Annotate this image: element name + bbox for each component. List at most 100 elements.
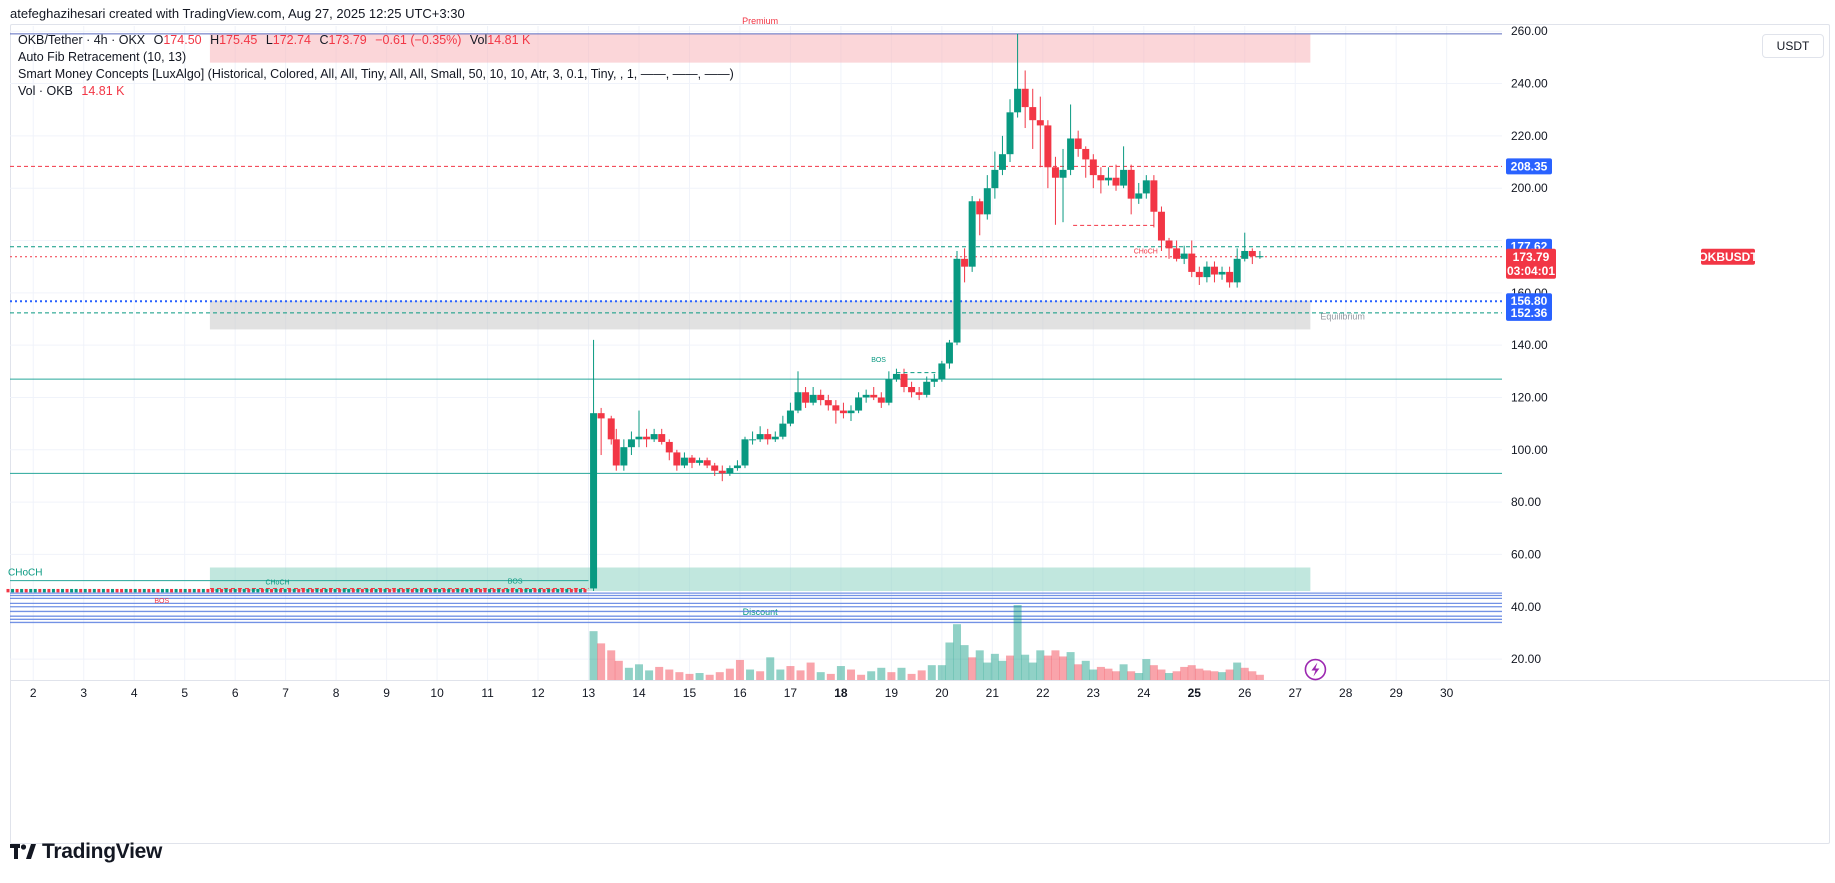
x-tick-label: 8 bbox=[333, 686, 340, 700]
volume-bar bbox=[685, 673, 694, 680]
legend-symbol[interactable]: OKB/Tether · 4h · OKX bbox=[18, 33, 146, 47]
currency-button[interactable]: USDT bbox=[1762, 34, 1824, 58]
candle-body bbox=[1248, 250, 1256, 257]
candle-body bbox=[756, 434, 764, 440]
background-candle bbox=[501, 588, 505, 593]
legend-volume-row[interactable]: Vol · OKB 14.81 K bbox=[18, 83, 734, 100]
background-candle bbox=[74, 588, 78, 593]
legend-indicator-smc[interactable]: Smart Money Concepts [LuxAlgo] (Historic… bbox=[18, 67, 734, 81]
last-price-countdown: 03:04:01 bbox=[1507, 264, 1555, 278]
candle bbox=[1104, 167, 1112, 186]
candle-body bbox=[1036, 120, 1044, 126]
background-candle bbox=[519, 588, 523, 593]
background-candle bbox=[229, 588, 233, 593]
legend-close-value: 173.79 bbox=[328, 33, 367, 47]
candle bbox=[1097, 167, 1105, 194]
legend-ohlc-row[interactable]: OKB/Tether · 4h · OKX O174.50 H175.45 L1… bbox=[18, 32, 734, 49]
volume-bar bbox=[1248, 671, 1257, 680]
candle bbox=[658, 428, 666, 445]
volume-bar bbox=[1157, 669, 1166, 680]
zone-label-equilibrium: Equilibrium bbox=[1320, 311, 1365, 321]
candle bbox=[824, 394, 832, 411]
volume-bar bbox=[1104, 668, 1113, 680]
candle bbox=[1112, 164, 1120, 191]
background-candle bbox=[220, 588, 224, 593]
candle bbox=[1006, 99, 1014, 163]
candle bbox=[764, 428, 772, 445]
candle-body bbox=[976, 201, 984, 215]
volume-bar bbox=[1089, 669, 1098, 680]
candle-body bbox=[983, 188, 991, 215]
candle-body bbox=[877, 397, 885, 403]
candle bbox=[961, 248, 969, 283]
legend-change: −0.61 (−0.35%) bbox=[375, 33, 462, 47]
candle-body bbox=[688, 457, 696, 463]
background-candle bbox=[206, 588, 210, 593]
background-candle bbox=[151, 588, 155, 593]
last-price-symbol-bg bbox=[1701, 248, 1755, 265]
candle-body bbox=[1059, 169, 1067, 178]
volume-bar bbox=[953, 624, 962, 680]
candle bbox=[945, 339, 953, 369]
background-candle bbox=[515, 588, 519, 593]
x-tick-label: 20 bbox=[935, 686, 949, 700]
background-candle bbox=[124, 588, 128, 593]
background-candle bbox=[528, 588, 532, 593]
volume-bar bbox=[897, 667, 906, 680]
legend-low-value: 172.74 bbox=[272, 33, 312, 47]
x-tick-label: 16 bbox=[733, 686, 747, 700]
volume-bar bbox=[746, 669, 755, 680]
background-candle bbox=[419, 588, 423, 593]
structure-label: BOS bbox=[871, 357, 886, 364]
candle-body bbox=[1112, 177, 1120, 186]
x-tick-label: 14 bbox=[632, 686, 646, 700]
candle bbox=[855, 392, 863, 414]
price-tag-bg bbox=[1506, 158, 1552, 175]
background-candle bbox=[274, 588, 278, 593]
x-tick-label: 18 bbox=[834, 686, 848, 700]
candle bbox=[620, 439, 628, 471]
x-tick-label: 26 bbox=[1238, 686, 1252, 700]
volume-bar bbox=[1142, 659, 1151, 680]
background-candle bbox=[438, 588, 442, 593]
background-candle bbox=[506, 588, 510, 593]
candle bbox=[597, 407, 605, 456]
structure-label: CHoCH bbox=[265, 580, 289, 587]
background-candle bbox=[279, 588, 283, 593]
candle-body bbox=[607, 418, 615, 440]
background-candle bbox=[24, 588, 28, 593]
background-candle bbox=[360, 588, 364, 593]
background-candle bbox=[210, 588, 214, 593]
candle bbox=[643, 428, 651, 448]
background-candle bbox=[478, 588, 482, 593]
x-tick-label: 25 bbox=[1188, 686, 1202, 700]
candle bbox=[983, 175, 991, 220]
legend-indicator-fib[interactable]: Auto Fib Retracement (10, 13) bbox=[18, 50, 187, 64]
background-candle bbox=[79, 588, 83, 593]
candle-body bbox=[1233, 258, 1241, 283]
volume-bar bbox=[1149, 665, 1158, 680]
candle-body bbox=[696, 460, 704, 463]
y-tick-label: 220.00 bbox=[1511, 129, 1548, 143]
candle bbox=[832, 400, 840, 424]
volume-bar bbox=[1066, 652, 1075, 680]
candle-body bbox=[1188, 253, 1196, 272]
candle-body bbox=[658, 434, 666, 442]
candle-body bbox=[915, 392, 923, 395]
candle-body bbox=[1074, 138, 1082, 149]
volume-bar bbox=[1006, 655, 1015, 680]
candle bbox=[1256, 250, 1264, 259]
volume-bar bbox=[1180, 666, 1189, 680]
lightning-icon[interactable] bbox=[1304, 658, 1327, 681]
candle-body bbox=[1241, 250, 1249, 259]
candle-body bbox=[870, 394, 878, 398]
chart-legend: OKB/Tether · 4h · OKX O174.50 H175.45 L1… bbox=[18, 32, 734, 100]
price-tag-label: 208.35 bbox=[1511, 159, 1548, 173]
candle bbox=[1089, 154, 1097, 189]
candle-body bbox=[908, 387, 916, 393]
y-axis: 20.0040.0060.0080.00100.00120.00140.0016… bbox=[1511, 24, 1548, 666]
background-candle bbox=[61, 588, 65, 593]
background-candle bbox=[306, 588, 310, 593]
